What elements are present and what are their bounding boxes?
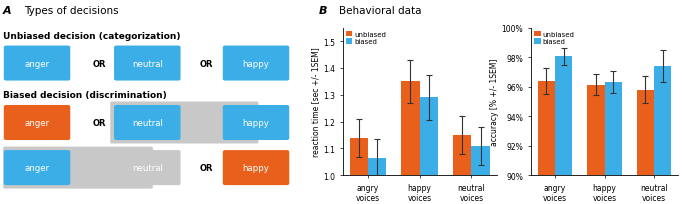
FancyBboxPatch shape xyxy=(3,147,153,189)
Text: Types of decisions: Types of decisions xyxy=(23,6,119,16)
FancyBboxPatch shape xyxy=(223,46,289,81)
Bar xyxy=(538,81,555,204)
Text: anger: anger xyxy=(25,59,49,68)
Text: OR: OR xyxy=(92,119,106,127)
Text: Unbiased decision (categorization): Unbiased decision (categorization) xyxy=(3,32,181,41)
Text: OR: OR xyxy=(199,163,213,172)
FancyBboxPatch shape xyxy=(114,150,181,185)
Bar xyxy=(401,82,419,204)
Bar xyxy=(368,158,386,204)
Text: OR: OR xyxy=(199,59,213,68)
Bar xyxy=(605,82,622,204)
Text: anger: anger xyxy=(25,119,49,127)
Legend: unbiased, biased: unbiased, biased xyxy=(346,32,386,45)
Bar xyxy=(471,146,490,204)
Bar xyxy=(349,138,368,204)
Text: Behavioral data: Behavioral data xyxy=(339,6,421,16)
Text: neutral: neutral xyxy=(132,163,163,172)
Y-axis label: reaction time [sec +/- 1SEM]: reaction time [sec +/- 1SEM] xyxy=(311,47,320,157)
Text: neutral: neutral xyxy=(132,59,163,68)
Text: anger: anger xyxy=(25,163,49,172)
Text: happy: happy xyxy=(242,59,269,68)
FancyBboxPatch shape xyxy=(110,102,258,144)
FancyBboxPatch shape xyxy=(114,46,181,81)
Y-axis label: accuracy [% +/- 1SEM]: accuracy [% +/- 1SEM] xyxy=(490,59,499,145)
Text: B: B xyxy=(319,6,327,16)
Bar xyxy=(555,57,572,204)
Bar xyxy=(419,98,438,204)
FancyBboxPatch shape xyxy=(4,46,71,81)
Text: A: A xyxy=(3,6,12,16)
FancyBboxPatch shape xyxy=(223,105,289,140)
Text: happy: happy xyxy=(242,163,269,172)
Bar xyxy=(453,135,471,204)
FancyBboxPatch shape xyxy=(223,150,289,185)
Text: neutral: neutral xyxy=(132,119,163,127)
Text: OR: OR xyxy=(92,59,106,68)
Bar xyxy=(587,85,604,204)
Bar xyxy=(654,67,671,204)
Legend: unbiased, biased: unbiased, biased xyxy=(534,32,575,45)
Text: Biased decision (discrimination): Biased decision (discrimination) xyxy=(3,91,167,100)
Bar xyxy=(637,90,654,204)
FancyBboxPatch shape xyxy=(4,105,71,140)
FancyBboxPatch shape xyxy=(114,105,181,140)
Text: happy: happy xyxy=(242,119,269,127)
FancyBboxPatch shape xyxy=(4,150,71,185)
